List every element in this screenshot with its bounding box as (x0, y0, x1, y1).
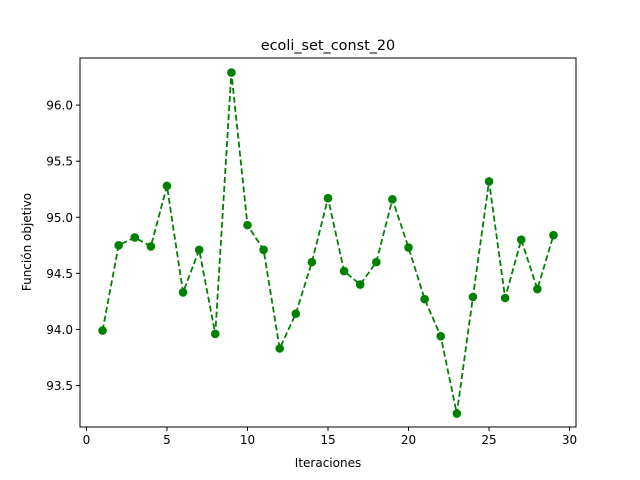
data-point (516, 235, 526, 244)
data-point (243, 220, 252, 230)
y-axis: 93.5 94.0 94.5 95.0 95.5 96.0 (46, 99, 80, 393)
x-tick-label: 10 (240, 433, 255, 447)
data-point (355, 280, 365, 289)
data-point (484, 177, 494, 186)
x-axis-label: Iteraciones (295, 456, 361, 470)
data-point (275, 344, 284, 353)
data-point (323, 193, 333, 203)
data-point (178, 288, 188, 297)
data-point (210, 329, 220, 339)
x-tick-label: 25 (481, 433, 496, 447)
data-point (452, 409, 462, 418)
x-axis: 0 5 10 15 20 25 30 (83, 427, 577, 447)
data-point (114, 241, 123, 250)
data-point (339, 266, 349, 276)
data-point (549, 230, 558, 240)
data-point (227, 68, 236, 77)
y-axis-label: Función objetivo (20, 193, 34, 291)
x-tick-label: 30 (562, 433, 577, 447)
data-point (533, 284, 542, 294)
data-point (146, 242, 156, 251)
chart-title: ecoli_set_const_20 (261, 38, 395, 54)
data-point (291, 309, 301, 319)
data-point (500, 293, 510, 303)
y-tick-label: 96.0 (46, 99, 73, 113)
plot-area (98, 68, 558, 418)
x-tick-label: 20 (401, 433, 416, 447)
data-point (162, 181, 172, 191)
data-point (372, 257, 381, 267)
data-point (404, 243, 413, 252)
data-point (194, 245, 204, 255)
data-point (420, 294, 429, 304)
x-tick-label: 15 (320, 433, 335, 447)
data-point (388, 195, 397, 204)
x-tick-label: 5 (163, 433, 171, 447)
y-tick-label: 94.0 (46, 323, 73, 337)
data-point (307, 257, 317, 267)
y-tick-label: 93.5 (46, 379, 73, 393)
y-tick-label: 95.5 (46, 155, 73, 169)
data-point (98, 326, 107, 335)
data-point (436, 331, 446, 341)
y-tick-label: 94.5 (46, 267, 73, 281)
data-point (130, 233, 140, 242)
y-tick-label: 95.0 (46, 211, 73, 225)
data-point (259, 245, 268, 255)
data-point (468, 292, 478, 302)
axes-frame (79, 57, 577, 428)
x-tick-label: 0 (83, 433, 91, 447)
